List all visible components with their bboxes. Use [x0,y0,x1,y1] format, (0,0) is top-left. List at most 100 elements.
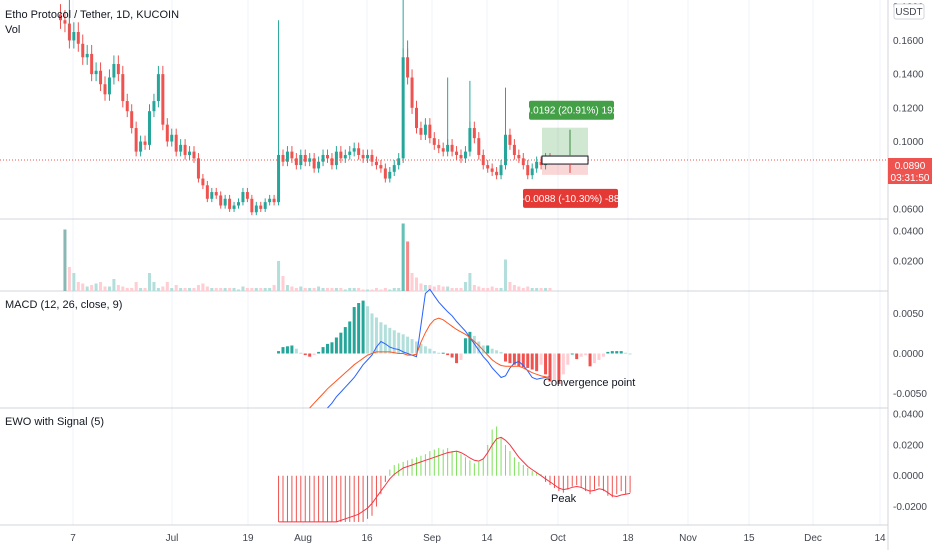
macd-line [327,288,551,409]
ewo-bar [607,475,609,496]
candle-body [205,185,209,199]
ewo-bar [491,429,493,476]
macd-title[interactable]: MACD (12, 26, close, 9) [5,299,122,311]
candle-body [161,74,165,125]
ewo-tick-0: 0.0400 [893,410,924,421]
candle-body [397,158,401,166]
volume-bar [259,288,263,291]
ewo-bar [589,475,591,495]
macd-histogram-bar [504,353,507,362]
volume-bar [343,289,347,291]
ewo-bar [380,475,382,495]
volume-tick-1: 0.0200 [893,257,924,268]
ewo-bar [598,475,600,487]
candle-body [85,53,89,58]
volume-bar [205,286,209,291]
ewo-bar [536,472,538,476]
currency-badge[interactable] [893,3,925,20]
volume-bar [161,286,165,291]
macd-histogram-bar [517,353,521,367]
candle-body [446,144,450,152]
candle-body [517,154,521,159]
candle-body [388,171,392,179]
macd-histogram-bar [450,353,454,358]
candle-body [535,161,539,169]
candle-body [490,168,494,172]
price-tick-2: 0.1200 [893,103,924,114]
volume-bar [437,285,441,291]
macd-histogram-bar [566,353,570,365]
price-tick-3: 0.1000 [893,137,924,148]
symbol-title[interactable]: Etho Protocol / Tether, 1D, KUCOIN [5,9,179,21]
candle-body [277,154,281,203]
candle-body [210,192,214,199]
candle-body [423,124,427,135]
candle-body [366,154,370,159]
long-position-tool[interactable]: 0.0192 (20.91%) 192 -0.0088 (-10.30%) -88 [522,100,620,208]
ewo-pane [278,426,631,523]
macd-histogram-bar [597,353,601,360]
macd-histogram-bar [366,306,370,354]
ewo-bar [527,468,529,476]
ewo-bar [460,454,462,476]
ewo-bar [594,475,595,490]
date-tick-6: 14 [481,533,493,544]
macd-histogram-bar [348,321,352,354]
ewo-bar [464,457,466,476]
ewo-bar [571,475,573,487]
volume-bar [326,288,329,291]
candle-body [312,158,316,169]
date-tick-8: 18 [622,533,634,544]
macd-histogram-bar [610,351,614,354]
candle-body [241,192,245,203]
macd-histogram-bar [530,353,534,370]
ewo-bar [420,455,422,476]
ewo-bar [500,437,502,476]
candle-body [361,154,365,159]
ewo-bar [398,463,400,476]
ewo-title[interactable]: EWO with Signal (5) [5,416,104,428]
candle-body [415,107,418,129]
candle-body [294,158,298,166]
candle-body [450,144,454,152]
volume-bar [548,288,552,291]
ewo-bar [411,458,413,476]
macd-histogram-bar [321,347,325,354]
candle-body [245,192,249,199]
ewo-bar [327,475,328,522]
volume-bar [107,286,111,291]
macd-histogram-bar [352,307,356,354]
macd-pane [277,288,632,409]
macd-histogram-bar [588,353,592,367]
volume-bar [245,288,249,291]
candle-body [495,171,499,176]
candle-body [263,202,267,209]
candle-body [72,32,76,41]
volume-bar [521,288,525,291]
macd-histogram-bar [593,353,596,364]
ewo-tick-1: 0.0200 [893,440,924,451]
ewo-bar [620,475,622,492]
candle-body [219,195,223,206]
macd-histogram-bar [557,353,561,384]
ewo-bar [442,449,444,476]
volume-bar [428,285,432,291]
macd-histogram-bar [392,330,396,354]
ewo-bar [344,475,346,522]
ewo-bar [291,475,293,522]
volume-bar [539,288,543,291]
volume-bar [508,282,512,291]
candle-body [459,154,463,159]
volume-bar [121,286,125,291]
volume-bar [294,288,298,291]
candle-body [419,128,423,135]
volume-legend[interactable]: Vol [5,24,20,36]
candle-body [170,134,174,142]
ewo-bar [300,475,302,522]
macd-histogram-bar [495,350,499,354]
volume-bar [415,277,418,291]
time-axis-ticks[interactable]: 7 Jul 19 Aug 16 Sep 14 Oct 18 Nov 15 Dec 14 [70,533,886,544]
macd-histogram-bar [521,353,525,368]
candle-body [290,151,294,159]
